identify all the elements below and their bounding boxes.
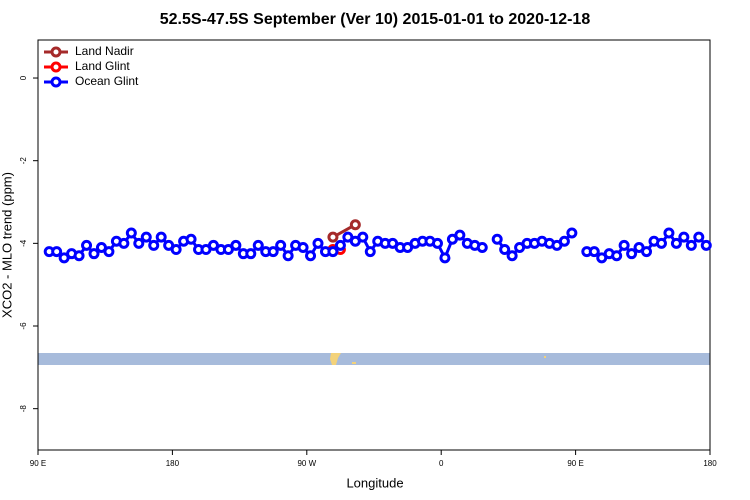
point <box>267 246 279 258</box>
y-tick-label: -2 <box>19 157 28 165</box>
y-tick-label: -8 <box>19 405 28 413</box>
point <box>230 239 242 251</box>
point <box>476 241 488 253</box>
point <box>700 239 712 251</box>
y-tick-label: -6 <box>19 322 28 330</box>
legend-marker <box>50 61 62 73</box>
x-axis-label: Longitude <box>346 475 403 490</box>
point <box>88 248 100 260</box>
point <box>81 239 93 251</box>
point <box>655 237 667 249</box>
point <box>499 244 511 256</box>
point <box>364 246 376 258</box>
point <box>641 246 653 258</box>
point <box>334 239 346 251</box>
point <box>357 231 369 243</box>
point <box>454 229 466 241</box>
x-tick-label: 90 E <box>567 459 583 468</box>
point <box>73 250 85 262</box>
x-tick-label: 90 W <box>297 459 316 468</box>
legend-label: Land Glint <box>75 59 130 73</box>
point <box>275 239 287 251</box>
legend-label: Land Nadir <box>75 44 134 58</box>
point <box>566 227 578 239</box>
point <box>670 237 682 249</box>
point <box>327 246 339 258</box>
point <box>133 237 145 249</box>
point <box>491 233 503 245</box>
point <box>185 233 197 245</box>
point <box>148 239 160 251</box>
legend-marker <box>50 46 62 58</box>
point <box>252 239 264 251</box>
land-patch <box>544 356 546 358</box>
point <box>327 231 339 243</box>
point <box>282 250 294 262</box>
point <box>155 231 167 243</box>
legend-marker <box>50 76 62 88</box>
y-tick-label: 0 <box>19 75 28 80</box>
point <box>693 231 705 243</box>
point <box>588 246 600 258</box>
map-strip <box>38 353 710 365</box>
x-tick-label: 90 E <box>30 459 46 468</box>
point <box>349 219 361 231</box>
point <box>558 235 570 247</box>
point <box>297 241 309 253</box>
point <box>685 239 697 251</box>
point <box>312 237 324 249</box>
point <box>611 250 623 262</box>
land-patch <box>352 362 356 364</box>
y-axis-label: XCO2 - MLO trend (ppm) <box>0 172 14 318</box>
legend-label: Ocean Glint <box>75 74 139 88</box>
point <box>678 231 690 243</box>
point <box>103 246 115 258</box>
y-tick-label: -4 <box>19 239 28 247</box>
point <box>431 237 443 249</box>
point <box>51 246 63 258</box>
land-patch <box>330 353 341 365</box>
point <box>506 250 518 262</box>
point <box>125 227 137 239</box>
point <box>626 248 638 260</box>
point <box>663 227 675 239</box>
point <box>618 239 630 251</box>
point <box>439 252 451 264</box>
point <box>305 250 317 262</box>
x-tick-label: 180 <box>703 459 717 468</box>
point <box>245 248 257 260</box>
chart-title: 52.5S-47.5S September (Ver 10) 2015-01-0… <box>160 11 591 28</box>
x-tick-label: 0 <box>439 459 444 468</box>
point <box>170 244 182 256</box>
x-tick-label: 180 <box>166 459 180 468</box>
point <box>118 237 130 249</box>
point <box>140 231 152 243</box>
